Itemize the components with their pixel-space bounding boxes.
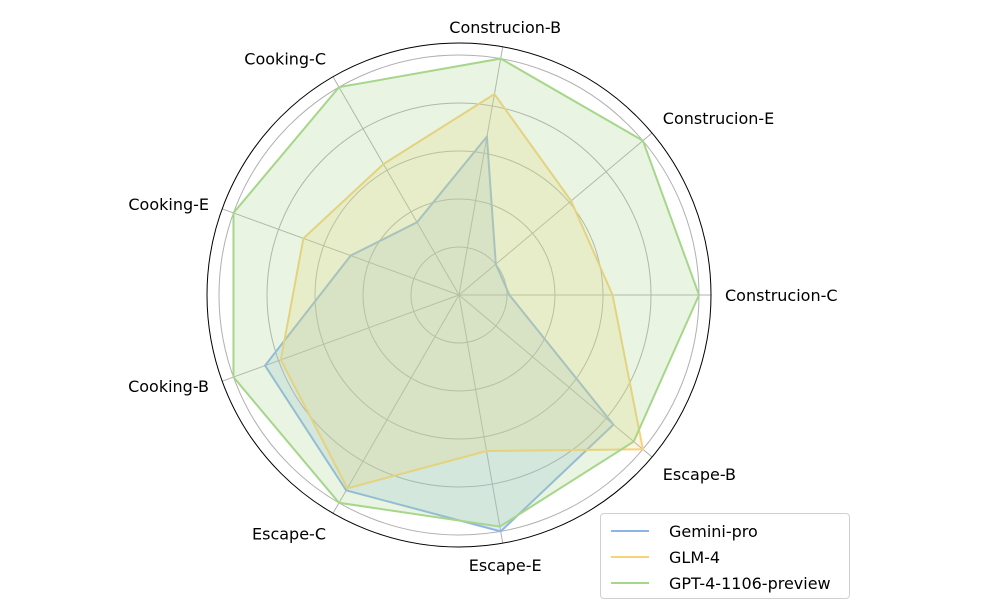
grid-spoke [458,294,504,544]
radar-series [232,57,701,533]
legend-label: Gemini-pro [669,521,758,541]
grid-spoke [458,294,653,458]
axis-label-escape-c: Escape-C [252,524,326,543]
axis-label-escape-e: Escape-E [469,556,542,575]
legend-item-gemini-pro: Gemini-pro [611,518,849,544]
axis-label-escape-b: Escape-B [663,465,736,484]
grid-spoke [222,208,460,296]
grid-spoke [332,76,460,296]
grid-spoke [458,46,504,296]
grid-spoke [222,294,460,382]
legend-item-gpt-4-1106-preview: GPT-4-1106-preview [611,570,849,596]
axis-label-construcion-e: Construcion-E [663,109,774,128]
radar-grid [206,42,712,548]
axis-labels: Construcion-C Construcion-E Construcion-B C… [128,18,837,575]
axis-label-cooking-c: Cooking-C [244,50,326,69]
legend-label: GPT-4-1106-preview [669,573,831,593]
legend-swatch-glm-4 [611,556,649,558]
legend-item-glm-4: GLM-4 [611,544,849,570]
legend-swatch-gemini-pro [611,530,649,532]
series-glm-4 [279,92,645,490]
grid-spoke [458,132,653,296]
grid-spoke [332,294,460,514]
axis-label-construcion-b: Construcion-B [449,18,561,37]
axis-label-cooking-b: Cooking-B [128,377,209,396]
axis-label-construcion-c: Construcion-C [725,286,838,305]
legend-swatch-gpt-4-1106-preview [611,582,649,584]
series-gpt-4-1106-preview [232,57,701,528]
series-gemini-pro [263,134,615,533]
outer-spine [206,42,712,548]
legend: Gemini-pro GLM-4 GPT-4-1106-preview [600,513,850,599]
axis-label-cooking-e: Cooking-E [128,195,209,214]
legend-label: GLM-4 [669,547,721,567]
